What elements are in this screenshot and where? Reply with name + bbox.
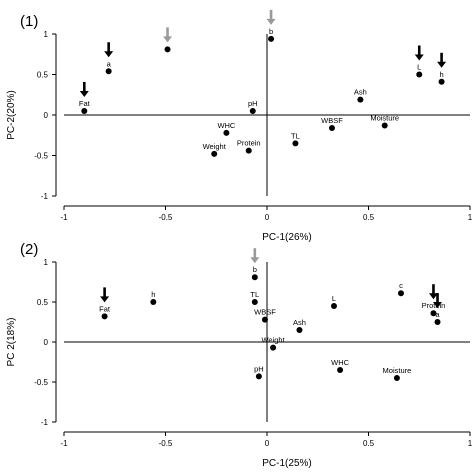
x-tick-label: 0 — [265, 439, 270, 448]
point-label: b — [269, 27, 273, 36]
point-label: h — [151, 290, 155, 299]
point-label: Protein — [237, 139, 261, 148]
chart-panel-1: (1) -1 -0.5 0 0.5 1 -1 -0.5 0 0.5 1 PC-1(26%) PC-2(2… — [6, 9, 473, 243]
point-label: WHC — [217, 121, 235, 130]
data-point — [245, 147, 252, 154]
y-tick-label: 1 — [44, 30, 49, 39]
data-point — [438, 78, 445, 85]
point-label: Weight — [261, 336, 285, 345]
highlight-arrow-icon — [414, 45, 424, 61]
highlight-arrow-icon — [433, 293, 443, 308]
point-label: a — [107, 59, 112, 68]
point-label: L — [417, 63, 421, 72]
chart-panel-2: (2) -1 -0.5 0 0.5 1 -1 -0.5 0 0.5 1 PC-1(25%) PC 2(1… — [6, 241, 473, 469]
point-label: Moisture — [370, 114, 399, 123]
point-label: pH — [254, 364, 264, 373]
x-axis-label: PC-1(25%) — [262, 458, 311, 469]
data-point — [330, 303, 337, 309]
highlight-arrow-icon — [79, 81, 89, 97]
x-tick-label: 0 — [265, 213, 270, 222]
highlight-arrow-icon — [250, 248, 260, 264]
point-label: WHC — [331, 358, 349, 367]
highlight-arrow-icon — [437, 52, 447, 68]
point-label: Ash — [354, 88, 367, 97]
highlight-arrow-icon — [266, 9, 276, 25]
x-tick-label: -1 — [60, 213, 68, 222]
data-point — [101, 313, 108, 320]
y-tick-label: 0 — [44, 111, 49, 120]
x-tick-label: 0.5 — [363, 439, 375, 448]
data-point — [268, 35, 275, 42]
data-point — [296, 327, 303, 333]
point-label: Weight — [203, 142, 227, 151]
y-tick-label: 0.5 — [37, 298, 49, 307]
data-point — [150, 299, 157, 305]
data-point — [164, 46, 171, 53]
y-tick-label: 0 — [44, 338, 49, 347]
point-label: b — [253, 265, 257, 274]
panel-label: (1) — [20, 13, 38, 30]
y-axis-label: PC-2(20%) — [6, 90, 17, 139]
point-label: Ash — [293, 318, 306, 327]
data-point — [434, 319, 441, 325]
y-tick-label: -1 — [41, 192, 49, 201]
highlight-arrow-icon — [104, 42, 114, 58]
point-label: TL — [250, 290, 259, 299]
data-point — [397, 290, 404, 297]
point-label: Fat — [99, 304, 111, 313]
point-label: WBSF — [321, 116, 343, 125]
x-tick-label: -1 — [60, 439, 68, 448]
data-point — [255, 373, 262, 380]
highlight-arrow-icon — [428, 284, 438, 300]
y-tick-label: 1 — [44, 258, 49, 267]
data-point — [328, 124, 335, 131]
data-point — [393, 375, 400, 381]
point-label: pH — [248, 99, 258, 108]
x-axis-label: PC-1(26%) — [262, 232, 311, 243]
x-tick-label: 0.5 — [363, 213, 375, 222]
data-point — [270, 344, 277, 351]
data-point — [416, 71, 423, 78]
point-label: c — [399, 281, 403, 290]
point-label: a — [435, 310, 440, 319]
y-tick-label: -0.5 — [34, 152, 48, 161]
data-point — [292, 140, 299, 147]
panel-label: (2) — [20, 241, 38, 258]
highlight-arrow-icon — [100, 287, 110, 303]
data-point — [261, 316, 268, 323]
data-point — [251, 274, 258, 281]
highlight-arrow-icon — [163, 27, 173, 43]
data-point — [251, 299, 258, 305]
point-label: Protein — [422, 301, 446, 310]
data-point — [357, 96, 364, 103]
data-point — [381, 122, 388, 129]
point-label: L — [332, 294, 336, 303]
point-label: Fat — [79, 99, 91, 108]
x-tick-label: 1 — [468, 439, 473, 448]
data-point — [249, 107, 256, 114]
x-tick-label: -0.5 — [159, 439, 173, 448]
point-label: Moisture — [383, 366, 412, 375]
data-point — [105, 68, 112, 75]
y-tick-label: -0.5 — [34, 378, 48, 387]
point-label: h — [439, 70, 443, 79]
data-point — [211, 150, 218, 157]
x-tick-label: 1 — [468, 213, 473, 222]
point-label: WBSF — [254, 308, 276, 317]
x-tick-label: -0.5 — [159, 213, 173, 222]
data-point — [223, 129, 230, 136]
y-tick-label: -1 — [41, 418, 49, 427]
y-axis-label: PC 2(18%) — [6, 318, 17, 367]
point-label: TL — [291, 131, 300, 140]
data-point — [337, 367, 344, 373]
data-point — [430, 310, 437, 317]
data-point — [81, 107, 88, 114]
y-tick-label: 0.5 — [37, 71, 49, 80]
